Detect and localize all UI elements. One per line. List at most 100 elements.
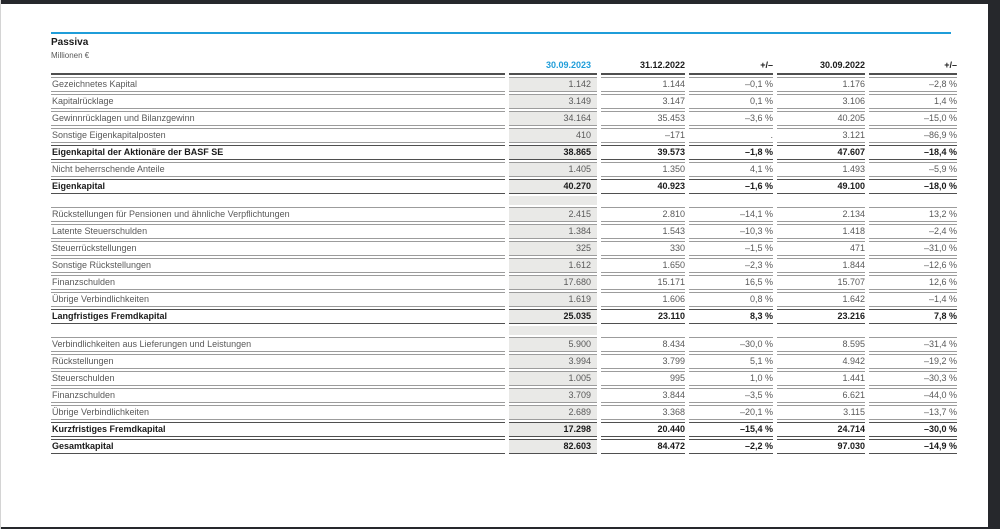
cell-value: –1,5 % xyxy=(689,241,773,256)
table-row: Eigenkapital 40.270 40.923 –1,6 % 49.100 –18,… xyxy=(51,179,957,194)
spacer-cell xyxy=(601,326,685,335)
table-row: Steuerrückstellungen 325 330 –1,5 % 471 –31,0… xyxy=(51,241,957,256)
cell-value: 410 xyxy=(509,128,597,143)
cell-value: 16,5 % xyxy=(689,275,773,290)
cell-value: –14,1 % xyxy=(689,207,773,222)
cell-value: 13,2 % xyxy=(869,207,957,222)
row-label: Eigenkapital der Aktionäre der BASF SE xyxy=(51,145,505,160)
cell-value: –18,4 % xyxy=(869,145,957,160)
section-spacer-row xyxy=(51,326,957,335)
cell-value: –1,4 % xyxy=(869,292,957,307)
table-row: Latente Steuerschulden 1.384 1.543 –10,3 % 1… xyxy=(51,224,957,239)
row-label: Kurzfristiges Fremdkapital xyxy=(51,422,505,437)
cell-value: 97.030 xyxy=(777,439,865,454)
row-label: Rückstellungen xyxy=(51,354,505,369)
spacer-cell xyxy=(601,196,685,205)
cell-value: 1,0 % xyxy=(689,371,773,386)
cell-value: –2,4 % xyxy=(869,224,957,239)
column-header: 30.09.2022 xyxy=(777,60,865,75)
cell-value: –0,1 % xyxy=(689,77,773,92)
cell-value: 7,8 % xyxy=(869,309,957,324)
cell-value: 3.106 xyxy=(777,94,865,109)
cell-value: 1.384 xyxy=(509,224,597,239)
spacer-cell xyxy=(777,326,865,335)
cell-value: –31,4 % xyxy=(869,337,957,352)
row-label: Langfristiges Fremdkapital xyxy=(51,309,505,324)
row-label: Finanzschulden xyxy=(51,275,505,290)
row-label: Gesamtkapital xyxy=(51,439,505,454)
table-row: Finanzschulden 17.680 15.171 16,5 % 15.707 12… xyxy=(51,275,957,290)
row-label: Kapitalrücklage xyxy=(51,94,505,109)
table-row: Gewinnrücklagen und Bilanzgewinn 34.164 35… xyxy=(51,111,957,126)
row-label: Nicht beherrschende Anteile xyxy=(51,162,505,177)
cell-value: 1.606 xyxy=(601,292,685,307)
cell-value: –1,6 % xyxy=(689,179,773,194)
cell-value: –14,9 % xyxy=(869,439,957,454)
row-label: Steuerschulden xyxy=(51,371,505,386)
spacer-cell xyxy=(869,326,957,335)
cell-value: 15.707 xyxy=(777,275,865,290)
cell-value: 1.543 xyxy=(601,224,685,239)
cell-value: –2,2 % xyxy=(689,439,773,454)
cell-value: –5,9 % xyxy=(869,162,957,177)
cell-value: 5,1 % xyxy=(689,354,773,369)
column-header: +/– xyxy=(869,60,957,75)
row-label: Sonstige Eigenkapitalposten xyxy=(51,128,505,143)
table-row: Kurzfristiges Fremdkapital 17.298 20.440 –1… xyxy=(51,422,957,437)
row-label: Übrige Verbindlichkeiten xyxy=(51,405,505,420)
cell-value: 84.472 xyxy=(601,439,685,454)
table-row: Steuerschulden 1.005 995 1,0 % 1.441 –30,3 % xyxy=(51,371,957,386)
spacer-cell xyxy=(777,196,865,205)
cell-value: 1.005 xyxy=(509,371,597,386)
column-header-label xyxy=(51,60,505,75)
bottom-frame-bar xyxy=(1,527,1000,529)
cell-value: –3,6 % xyxy=(689,111,773,126)
cell-value: 38.865 xyxy=(509,145,597,160)
table-header-row: 30.09.2023 31.12.2022 +/– 30.09.2022 +/– xyxy=(51,60,957,75)
cell-value: 1.418 xyxy=(777,224,865,239)
cell-value: 6.621 xyxy=(777,388,865,403)
cell-value: 24.714 xyxy=(777,422,865,437)
table-row: Gesamtkapital 82.603 84.472 –2,2 % 97.030 –14… xyxy=(51,439,957,454)
table-row: Übrige Verbindlichkeiten 2.689 3.368 –20,1 … xyxy=(51,405,957,420)
cell-value: –44,0 % xyxy=(869,388,957,403)
spacer-cell xyxy=(689,196,773,205)
balance-sheet-table: 30.09.2023 31.12.2022 +/– 30.09.2022 +/– Gez… xyxy=(47,58,961,456)
cell-value: –30,3 % xyxy=(869,371,957,386)
cell-value: 1.612 xyxy=(509,258,597,273)
accent-rule xyxy=(51,32,951,34)
cell-value: 2.810 xyxy=(601,207,685,222)
table-row: Sonstige Eigenkapitalposten 410 –171. 3.121… xyxy=(51,128,957,143)
cell-value: 4,1 % xyxy=(689,162,773,177)
cell-value: –2,3 % xyxy=(689,258,773,273)
table-row: Langfristiges Fremdkapital 25.035 23.110 8,… xyxy=(51,309,957,324)
cell-value: 1.493 xyxy=(777,162,865,177)
cell-value: –86,9 % xyxy=(869,128,957,143)
row-label: Latente Steuerschulden xyxy=(51,224,505,239)
table-row: Nicht beherrschende Anteile 1.405 1.350 4,1… xyxy=(51,162,957,177)
cell-value: 2.134 xyxy=(777,207,865,222)
cell-value: . xyxy=(689,128,773,143)
cell-value: 40.923 xyxy=(601,179,685,194)
cell-value: 1.642 xyxy=(777,292,865,307)
top-frame-bar xyxy=(1,0,1000,4)
cell-value: 25.035 xyxy=(509,309,597,324)
cell-value: 1,4 % xyxy=(869,94,957,109)
cell-value: 8.595 xyxy=(777,337,865,352)
cell-value: –30,0 % xyxy=(689,337,773,352)
cell-value: 3.121 xyxy=(777,128,865,143)
cell-value: 2.689 xyxy=(509,405,597,420)
table-row: Sonstige Rückstellungen 1.612 1.650 –2,3 % 1… xyxy=(51,258,957,273)
cell-value: –13,7 % xyxy=(869,405,957,420)
cell-value: 35.453 xyxy=(601,111,685,126)
cell-value: 3.994 xyxy=(509,354,597,369)
column-header: 30.09.2023 xyxy=(509,60,597,75)
unit-label: Millionen € xyxy=(51,51,90,60)
row-label: Rückstellungen für Pensionen und ähnlich… xyxy=(51,207,505,222)
spacer-cell xyxy=(509,326,597,335)
cell-value: 5.900 xyxy=(509,337,597,352)
cell-value: 2.415 xyxy=(509,207,597,222)
row-label: Verbindlichkeiten aus Lieferungen und Le… xyxy=(51,337,505,352)
spacer-cell xyxy=(51,326,505,335)
